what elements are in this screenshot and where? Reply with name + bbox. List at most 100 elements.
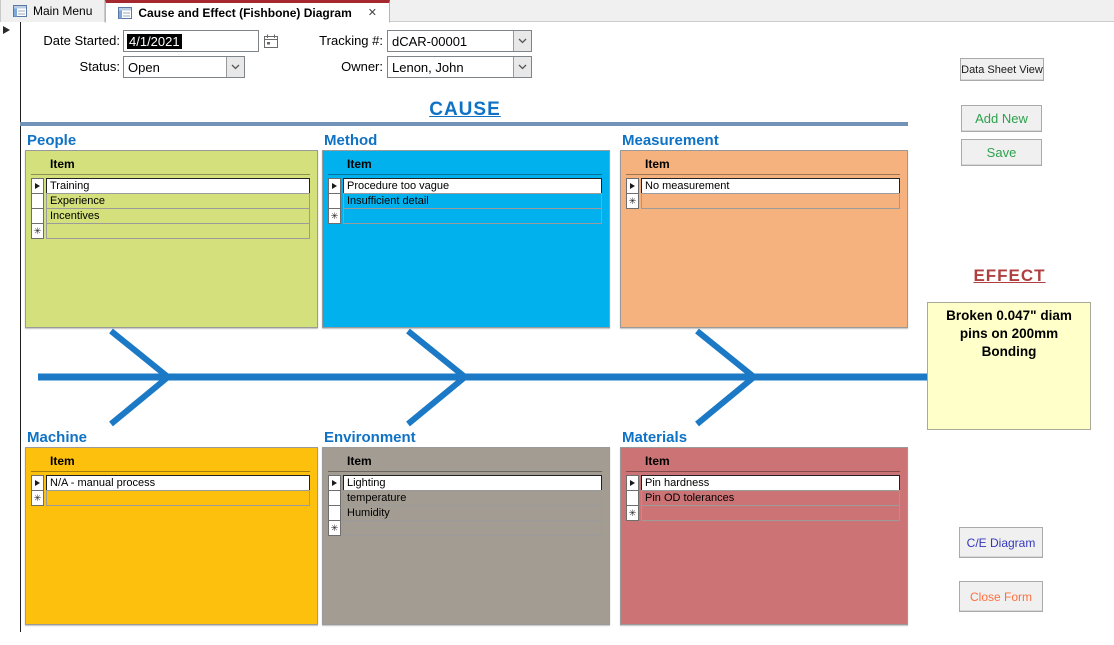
item-cell-new[interactable] bbox=[343, 520, 602, 536]
table-row[interactable]: Training bbox=[31, 178, 310, 194]
record-selector-arrow-icon[interactable] bbox=[3, 26, 10, 34]
data-sheet-view-button[interactable]: Data Sheet View bbox=[960, 58, 1044, 81]
chevron-down-icon[interactable] bbox=[513, 31, 531, 51]
item-cell[interactable]: Pin OD tolerances bbox=[641, 490, 900, 506]
category-label-machine: Machine bbox=[27, 429, 88, 446]
tab-main-menu[interactable]: Main Menu bbox=[0, 0, 106, 22]
column-header: Item bbox=[626, 154, 900, 175]
date-started-input[interactable]: 4/1/2021 bbox=[123, 30, 259, 52]
document-tab-bar: Main Menu Cause and Effect (Fishbone) Di… bbox=[0, 0, 1114, 23]
category-box-machine: Item N/A - manual process ✳ bbox=[25, 447, 318, 625]
date-started-label: Date Started: bbox=[43, 33, 120, 48]
close-form-button[interactable]: Close Form bbox=[959, 581, 1043, 612]
tab-label: Main Menu bbox=[33, 4, 93, 18]
item-cell[interactable]: Procedure too vague bbox=[343, 178, 602, 194]
category-label-environment: Environment bbox=[324, 429, 416, 446]
row-selector[interactable] bbox=[328, 193, 341, 209]
table-row[interactable]: temperature bbox=[328, 490, 602, 506]
new-record-row[interactable]: ✳ bbox=[328, 208, 602, 224]
row-selector-icon bbox=[31, 178, 44, 194]
category-label-materials: Materials bbox=[622, 429, 688, 446]
tracking-combobox[interactable]: dCAR-00001 bbox=[387, 30, 532, 52]
category-box-method: Item Procedure too vague Insufficient de… bbox=[322, 150, 610, 328]
category-box-people: Item Training Experience Incentives ✳ bbox=[25, 150, 318, 328]
category-box-environment: Item Lighting temperature Humidity ✳ bbox=[322, 447, 610, 625]
table-row[interactable]: Pin OD tolerances bbox=[626, 490, 900, 506]
status-value: Open bbox=[128, 60, 160, 75]
table-row[interactable]: N/A - manual process bbox=[31, 475, 310, 491]
calendar-icon[interactable] bbox=[262, 32, 280, 50]
status-label: Status: bbox=[79, 59, 120, 74]
table-row[interactable]: Procedure too vague bbox=[328, 178, 602, 194]
status-combobox[interactable]: Open bbox=[123, 56, 245, 78]
item-cell[interactable]: Humidity bbox=[343, 505, 602, 521]
item-cell[interactable]: Training bbox=[46, 178, 310, 194]
table-row[interactable]: Incentives bbox=[31, 208, 310, 224]
item-cell[interactable]: Lighting bbox=[343, 475, 602, 491]
row-selector[interactable] bbox=[328, 490, 341, 506]
close-icon[interactable]: ✕ bbox=[367, 7, 377, 19]
item-cell[interactable]: Experience bbox=[46, 193, 310, 209]
new-record-row[interactable]: ✳ bbox=[31, 490, 310, 506]
form-left-border bbox=[20, 22, 21, 632]
category-label-method: Method bbox=[324, 132, 378, 149]
new-record-icon: ✳ bbox=[31, 490, 44, 506]
row-selector[interactable] bbox=[31, 208, 44, 224]
owner-label: Owner: bbox=[341, 59, 383, 74]
save-button[interactable]: Save bbox=[961, 139, 1042, 166]
row-selector[interactable] bbox=[626, 490, 639, 506]
new-record-icon: ✳ bbox=[626, 505, 639, 521]
new-record-row[interactable]: ✳ bbox=[626, 193, 900, 209]
form-icon bbox=[13, 5, 27, 17]
item-cell[interactable]: N/A - manual process bbox=[46, 475, 310, 491]
cause-divider bbox=[20, 122, 908, 126]
row-selector-icon bbox=[626, 475, 639, 491]
new-record-row[interactable]: ✳ bbox=[31, 223, 310, 239]
table-row[interactable]: Humidity bbox=[328, 505, 602, 521]
ce-diagram-button[interactable]: C/E Diagram bbox=[959, 527, 1043, 558]
owner-combobox[interactable]: Lenon, John bbox=[387, 56, 532, 78]
new-record-icon: ✳ bbox=[328, 520, 341, 536]
tab-label: Cause and Effect (Fishbone) Diagram bbox=[138, 5, 352, 20]
item-cell[interactable]: temperature bbox=[343, 490, 602, 506]
item-cell[interactable]: Pin hardness bbox=[641, 475, 900, 491]
row-selector[interactable] bbox=[328, 505, 341, 521]
date-started-value: 4/1/2021 bbox=[127, 33, 182, 49]
column-header: Item bbox=[626, 451, 900, 472]
table-row[interactable]: Lighting bbox=[328, 475, 602, 491]
item-cell[interactable]: Incentives bbox=[46, 208, 310, 224]
owner-value: Lenon, John bbox=[392, 60, 464, 75]
item-cell-new[interactable] bbox=[641, 505, 900, 521]
row-selector-icon bbox=[328, 178, 341, 194]
category-label-measurement: Measurement bbox=[622, 132, 719, 149]
table-row[interactable]: Insufficient detail bbox=[328, 193, 602, 209]
tab-fishbone-diagram[interactable]: Cause and Effect (Fishbone) Diagram ✕ bbox=[105, 0, 390, 23]
item-cell[interactable]: Insufficient detail bbox=[343, 193, 602, 209]
cause-heading: CAUSE bbox=[429, 99, 501, 120]
new-record-row[interactable]: ✳ bbox=[626, 505, 900, 521]
new-record-icon: ✳ bbox=[328, 208, 341, 224]
row-selector[interactable] bbox=[31, 193, 44, 209]
item-cell[interactable]: No measurement bbox=[641, 178, 900, 194]
table-row[interactable]: Experience bbox=[31, 193, 310, 209]
new-record-icon: ✳ bbox=[31, 223, 44, 239]
item-cell-new[interactable] bbox=[641, 193, 900, 209]
tracking-label: Tracking #: bbox=[319, 33, 383, 48]
new-record-icon: ✳ bbox=[626, 193, 639, 209]
category-box-materials: Item Pin hardness Pin OD tolerances ✳ bbox=[620, 447, 908, 625]
add-new-button[interactable]: Add New bbox=[961, 105, 1042, 132]
chevron-down-icon[interactable] bbox=[226, 57, 244, 77]
new-record-row[interactable]: ✳ bbox=[328, 520, 602, 536]
column-header: Item bbox=[31, 154, 310, 175]
chevron-down-icon[interactable] bbox=[513, 57, 531, 77]
table-row[interactable]: Pin hardness bbox=[626, 475, 900, 491]
effect-textbox[interactable]: Broken 0.047" diam pins on 200mm Bonding bbox=[927, 302, 1091, 430]
row-selector-icon bbox=[626, 178, 639, 194]
item-cell-new[interactable] bbox=[46, 223, 310, 239]
category-box-measurement: Item No measurement ✳ bbox=[620, 150, 908, 328]
column-header: Item bbox=[328, 154, 602, 175]
row-selector-icon bbox=[328, 475, 341, 491]
item-cell-new[interactable] bbox=[343, 208, 602, 224]
table-row[interactable]: No measurement bbox=[626, 178, 900, 194]
item-cell-new[interactable] bbox=[46, 490, 310, 506]
